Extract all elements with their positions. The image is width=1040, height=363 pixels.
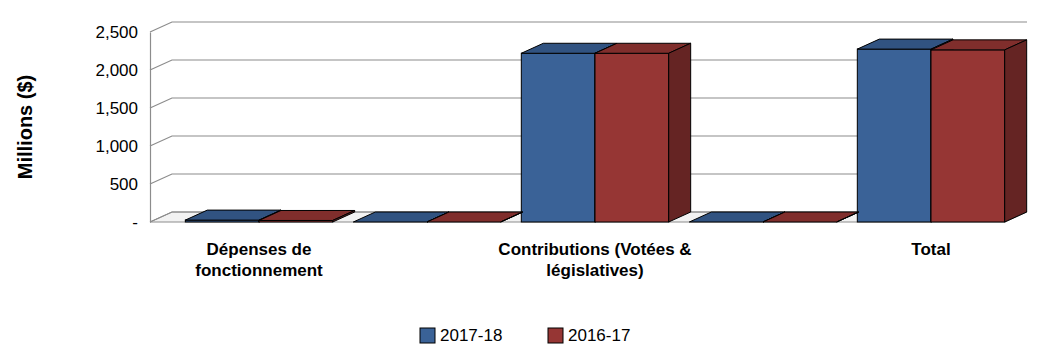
bar-front [931, 50, 1005, 222]
y-tick: 1,000 [95, 137, 150, 156]
x-axis-line [176, 238, 1016, 239]
y-tick: 1,500 [95, 99, 150, 118]
legend-swatch [420, 328, 435, 343]
chart: - 500 1,000 1,500 2,000 2,500 Millions ($) Dépe… [0, 0, 1040, 363]
bar [427, 212, 523, 222]
bar-side [333, 210, 355, 222]
x-tick: Total [911, 238, 950, 259]
y-tick-label: 2,500 [95, 23, 138, 42]
bar-side [501, 212, 523, 222]
x-axis: Dépenses defonctionnement Contributions (… [176, 238, 1016, 280]
y-tick-label: - [132, 213, 138, 232]
y-tick: - [132, 213, 150, 232]
grid [150, 22, 1027, 222]
y-tick-label: 500 [110, 175, 138, 194]
legend-item: 2017-18 [420, 326, 502, 345]
legend-swatch [548, 328, 563, 343]
legend: 2017-18 2016-17 [420, 326, 630, 345]
series [259, 40, 1027, 222]
y-tick-label: 2,000 [95, 61, 138, 80]
legend-label: 2017-18 [440, 326, 502, 345]
bar-top [427, 212, 523, 222]
bar-side [837, 212, 859, 222]
bar [595, 43, 691, 222]
y-tick: 2,500 [95, 23, 150, 42]
plot-area [185, 39, 1026, 222]
legend-label: 2016-17 [568, 326, 630, 345]
bar-side [669, 43, 691, 222]
bar [931, 40, 1027, 222]
bar-front [595, 53, 669, 222]
grid-line [150, 22, 1027, 32]
bar-front [521, 53, 595, 222]
series [185, 39, 953, 222]
x-tick-label: Total [911, 240, 950, 259]
bar-front [857, 49, 931, 222]
y-tick: 2,000 [95, 61, 150, 80]
y-axis-title: Millions ($) [14, 75, 36, 179]
bar [259, 210, 355, 222]
y-tick-label: 1,500 [95, 99, 138, 118]
legend-item: 2016-17 [548, 326, 630, 345]
bar-top [763, 212, 859, 222]
x-tick-label: Contributions (Votées &législatives) [498, 240, 691, 280]
x-tick: Dépenses defonctionnement [195, 238, 323, 280]
bar-side [1005, 40, 1027, 222]
bar [763, 212, 859, 222]
y-tick-label: 1,000 [95, 137, 138, 156]
y-axis-line [150, 33, 151, 223]
x-tick-label: Dépenses defonctionnement [195, 240, 323, 280]
y-tick: 500 [110, 175, 150, 194]
y-axis: - 500 1,000 1,500 2,000 2,500 [95, 23, 150, 232]
x-tick: Contributions (Votées &législatives) [498, 238, 691, 280]
